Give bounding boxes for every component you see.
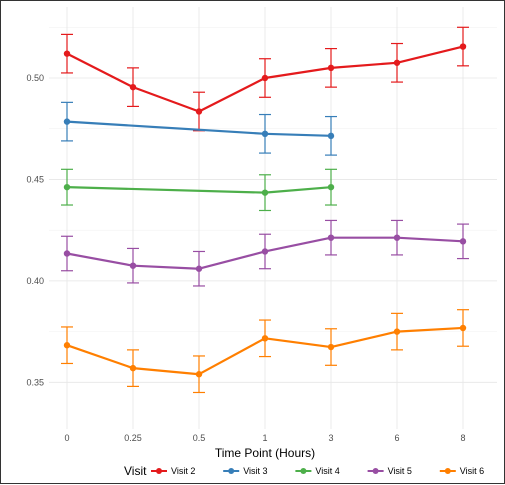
data-point [327,64,335,72]
data-point [459,43,467,50]
data-point [393,234,401,241]
x-axis-title: Time Point (Hours) [215,446,315,460]
x-tick-label: 1 [262,433,267,443]
series-visit-4 [61,168,337,212]
legend-label: Visit 5 [388,466,412,476]
data-point [261,130,269,138]
data-point [195,108,203,115]
data-point [261,74,269,82]
data-point [129,83,137,91]
series-visit-2 [61,26,469,132]
legend-item: Visit 3 [223,466,268,476]
data-point [327,132,335,140]
legend-title: Visit [124,464,147,478]
series-visit-5 [61,219,469,287]
legend-label: Visit 4 [315,466,339,476]
legend-key-point [300,468,307,474]
legend-key-point [444,468,451,474]
y-tick-label: 0.45 [26,174,44,184]
series-visit-6 [61,309,469,394]
x-tick-label: 0 [64,433,69,443]
legend-label: Visit 3 [243,466,267,476]
legend-key-point [156,468,162,474]
data-point [261,248,269,255]
series-layer [61,26,469,394]
data-point [63,118,71,125]
legend-item: Visit 4 [295,466,340,476]
y-tick-label: 0.50 [26,73,44,83]
data-point [261,189,269,196]
x-tick-label: 6 [394,433,399,443]
grid [49,7,497,429]
data-point [195,265,203,272]
data-point [129,364,137,372]
x-tick-label: 0.5 [193,433,206,443]
data-point [393,328,401,335]
data-point [195,371,203,378]
legend-label: Visit 6 [460,466,484,476]
legend-item: Visit 6 [439,466,484,476]
legend: Visit Visit 2 Visit 3 Visit 4 Visit 5 Visit … [124,464,484,478]
x-tick-label: 3 [328,433,333,443]
legend-item: Visit 5 [367,466,412,476]
data-point [393,59,401,66]
data-point [63,50,71,57]
data-point [63,250,71,257]
data-point [327,234,335,241]
data-point [63,183,71,191]
y-tick-label: 0.40 [26,276,44,286]
data-point [459,324,467,332]
data-point [63,342,71,349]
series-visit-3 [61,101,337,156]
data-point [327,183,335,191]
y-tick-label: 0.35 [26,377,44,387]
ticks: 0.35 0.40 0.45 0.50 0 0.25 0.5 1 3 6 8 [26,73,465,443]
data-point [129,262,137,269]
data-point [261,335,269,342]
x-tick-label: 8 [460,433,465,443]
legend-label: Visit 2 [171,466,195,476]
legend-key-point [372,468,379,474]
legend-item: Visit 2 [151,466,195,476]
data-point [459,238,467,245]
x-tick-label: 0.25 [124,433,142,443]
legend-key-point [228,468,235,474]
data-point [327,343,335,351]
